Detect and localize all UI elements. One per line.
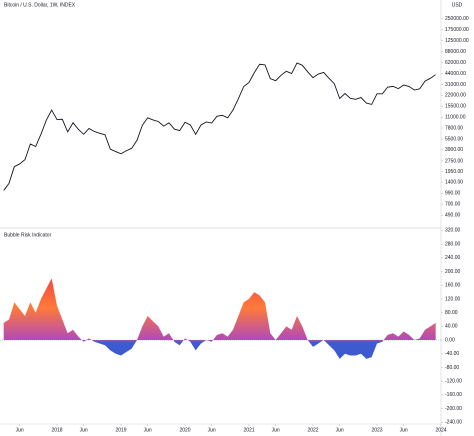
y-tick-label: 990.00: [445, 191, 461, 197]
y-tick-label: 15500.00: [445, 104, 466, 110]
x-tick-label: Jun: [336, 427, 344, 433]
y-tick-label: 250000.00: [445, 16, 469, 22]
y-tick-label: 280.00: [445, 241, 461, 247]
y-tick-label: 11000.00: [445, 115, 466, 121]
x-tick-label: 2022: [307, 427, 318, 433]
y-tick-label: 320.00: [445, 228, 461, 234]
y-tick-label: 240.00: [445, 255, 461, 261]
y-tick-label: 120.00: [445, 296, 461, 302]
price-line: [3, 62, 436, 191]
y-tick-label: -120.00: [445, 378, 462, 384]
indicator-title: Bubble Risk Indicator: [4, 232, 52, 238]
y-tick-label: 1400.00: [445, 180, 463, 186]
y-tick-label: 125000.00: [445, 38, 469, 44]
x-tick-label: Jun: [400, 427, 408, 433]
y-tick-label: 31000.00: [445, 82, 466, 88]
x-tick-label: Jun: [208, 427, 216, 433]
y-tick-label: 7800.00: [445, 125, 463, 131]
x-tick-label: 2018: [51, 427, 62, 433]
y-tick-label: 1950.00: [445, 169, 463, 175]
y-tick-label: 62000.00: [445, 60, 466, 66]
x-tick-label: Jun: [144, 427, 152, 433]
y-tick-label: 200.00: [445, 269, 461, 275]
y-tick-label: 700.00: [445, 201, 461, 207]
y-tick-label: 80.00: [445, 310, 458, 316]
y-tick-label: -80.00: [445, 365, 459, 371]
axis-label: USD: [452, 2, 463, 8]
y-tick-label: 44000.00: [445, 71, 466, 77]
y-tick-label: -40.00: [445, 351, 459, 357]
y-tick-label: -200.00: [445, 406, 462, 412]
y-tick-label: 5500.00: [445, 136, 463, 142]
x-tick-label: 2019: [115, 427, 126, 433]
x-tick-label: Jun: [272, 427, 280, 433]
y-tick-label: 175000.00: [445, 27, 469, 33]
plot-area: [3, 62, 436, 359]
y-tick-label: 160.00: [445, 283, 461, 289]
x-tick-label: 2024: [435, 427, 446, 433]
y-tick-label: 0.00: [445, 337, 455, 343]
y-tick-label: 3900.00: [445, 147, 463, 153]
chart-title: Bitcoin / U.S. Dollar, 1W, INDEX: [4, 2, 76, 8]
x-tick-label: 2023: [371, 427, 382, 433]
x-tick-label: Jun: [16, 427, 24, 433]
y-tick-label: 40.00: [445, 324, 458, 330]
x-tick-label: Jun: [80, 427, 88, 433]
y-tick-label: 88000.00: [445, 49, 466, 55]
y-tick-label: 2750.00: [445, 158, 463, 164]
x-tick-label: 2021: [243, 427, 254, 433]
y-tick-label: -240.00: [445, 420, 462, 426]
x-tick-label: 2020: [179, 427, 190, 433]
y-tick-label: -160.00: [445, 392, 462, 398]
y-tick-label: 22000.00: [445, 93, 466, 99]
y-tick-label: 490.00: [445, 213, 461, 219]
indicator-area: [3, 278, 436, 359]
